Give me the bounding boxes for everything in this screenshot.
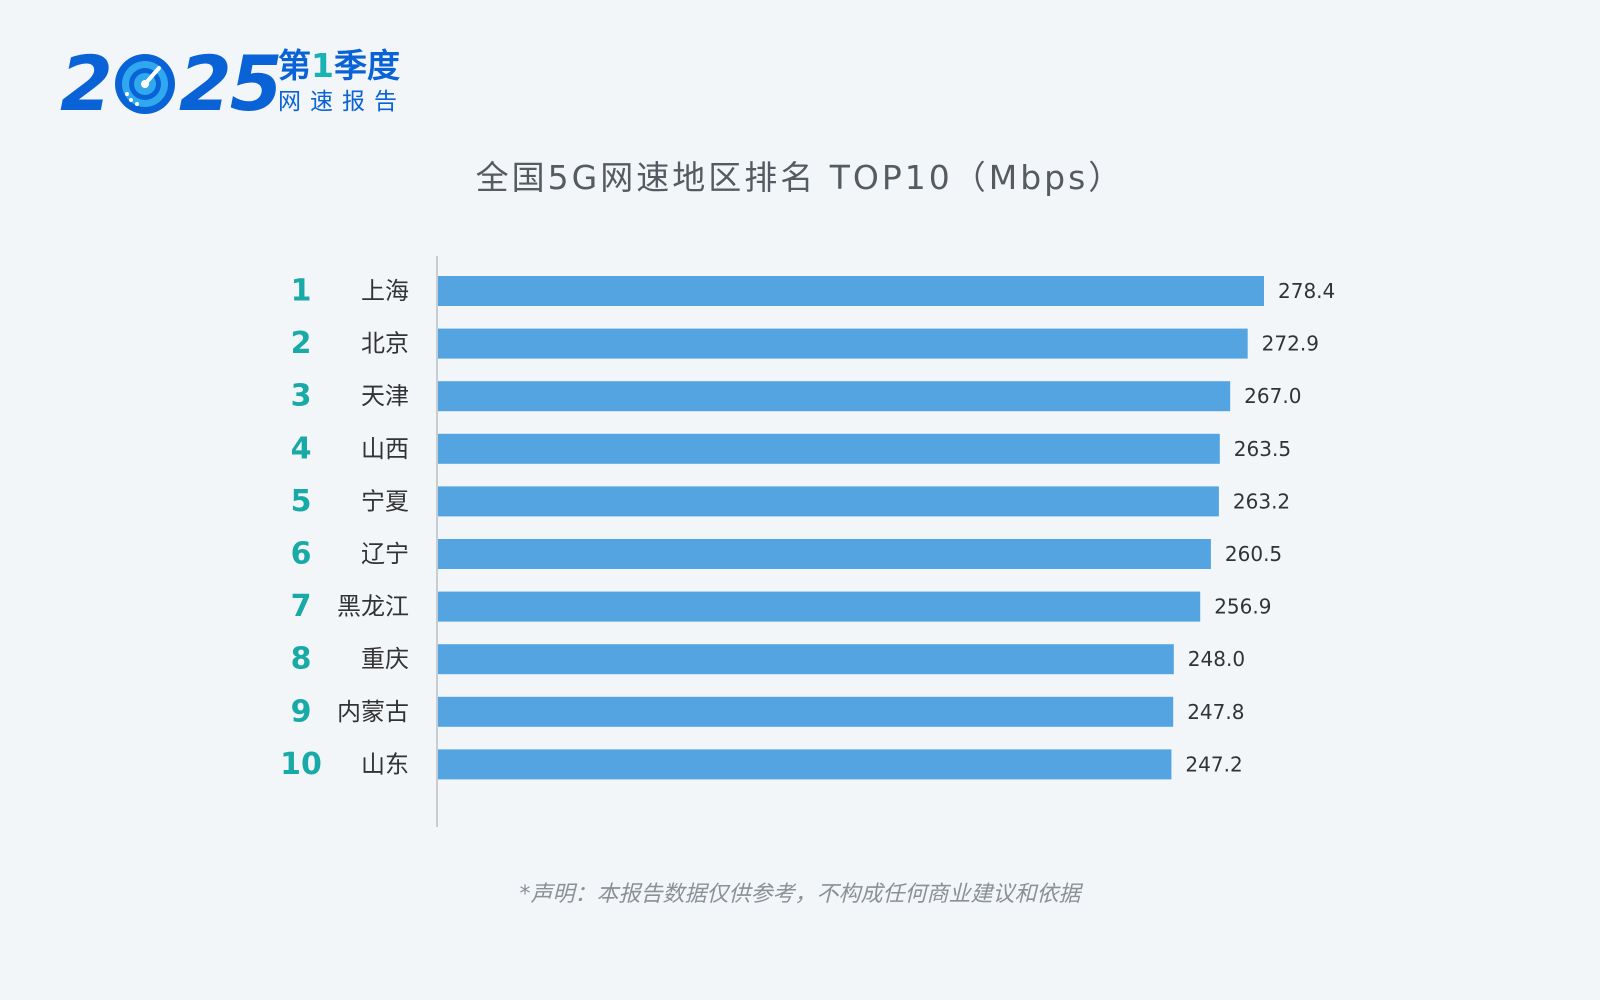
- data-label: 248.0: [1188, 647, 1245, 671]
- bar: [438, 381, 1231, 412]
- data-label: 267.0: [1244, 384, 1301, 408]
- logo-quarter-suffix: 季度: [333, 46, 400, 85]
- category-label: 上海: [361, 277, 409, 305]
- rank-number: 6: [291, 537, 312, 572]
- bars-group: 1 上海 278.4 2 北京 272.9 3 天津 267.0 4 山西 263.5 5 宁夏 263.2…: [280, 274, 1335, 782]
- bar: [438, 486, 1219, 517]
- rank-number: 7: [291, 589, 312, 624]
- data-label: 256.9: [1214, 595, 1271, 619]
- rank-number: 1: [291, 274, 312, 309]
- speedometer-icon: [113, 52, 177, 116]
- category-label: 山西: [361, 435, 409, 463]
- data-label: 247.2: [1185, 752, 1242, 776]
- data-label: 260.5: [1225, 542, 1282, 566]
- data-label: 263.5: [1234, 437, 1291, 461]
- bar: [438, 644, 1174, 675]
- logo-year: 2 2 5: [60, 39, 283, 128]
- category-label: 宁夏: [361, 487, 409, 515]
- chart-title: 全国5G网速地区排名 TOP10（Mbps）: [475, 158, 1125, 197]
- bar: [438, 749, 1172, 780]
- rank-number: 4: [291, 431, 312, 466]
- report-logo: 2 2 5 第1季度 网速报告: [60, 44, 420, 124]
- data-label: 278.4: [1278, 279, 1335, 303]
- rank-number: 10: [280, 747, 322, 782]
- logo-quarter: 第1季度: [278, 48, 400, 84]
- bar: [438, 328, 1248, 359]
- logo-year-digit-1: 2: [60, 39, 113, 128]
- bar: [438, 276, 1264, 306]
- logo-report-label: 网速报告: [278, 89, 406, 115]
- disclaimer-text: *声明：本报告数据仅供参考，不构成任何商业建议和依据: [519, 882, 1081, 907]
- category-label: 辽宁: [361, 540, 409, 568]
- bar: [438, 696, 1174, 727]
- rank-number: 9: [291, 694, 312, 729]
- logo-year-digit-3: 2: [178, 39, 232, 128]
- bar: [438, 539, 1211, 569]
- data-label: 272.9: [1262, 332, 1319, 356]
- category-label: 黑龙江: [337, 593, 409, 621]
- logo-quarter-number: 1: [311, 46, 334, 85]
- bar: [438, 433, 1220, 464]
- category-label: 山东: [361, 750, 409, 778]
- category-label: 北京: [361, 330, 409, 358]
- rank-number: 5: [291, 484, 312, 519]
- logo-quarter-prefix: 第: [278, 46, 311, 85]
- data-label: 263.2: [1233, 489, 1290, 513]
- category-label: 内蒙古: [337, 698, 409, 726]
- category-label: 天津: [361, 382, 409, 410]
- rank-number: 8: [291, 642, 312, 677]
- bar: [438, 591, 1201, 622]
- rank-number: 3: [291, 379, 312, 414]
- data-label: 247.8: [1187, 700, 1244, 724]
- category-label: 重庆: [361, 645, 409, 673]
- rank-number: 2: [291, 326, 312, 361]
- logo-year-digit-4: 5: [229, 39, 283, 128]
